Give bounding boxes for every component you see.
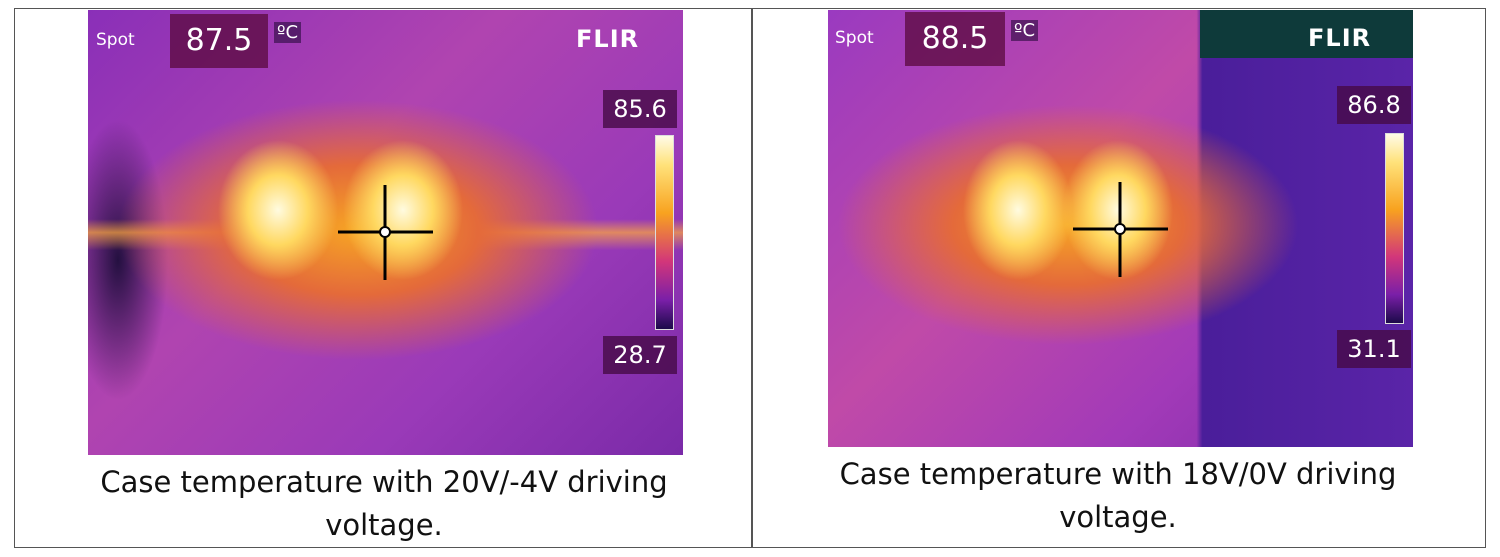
caption: Case temperature with 18V/0V driving vol… [839,457,1397,534]
color-bar [655,135,674,330]
color-bar [1385,133,1404,324]
unit: ºC [1011,20,1039,41]
brand: FLIR [1308,24,1372,52]
scale-min: 31.1 [1337,330,1411,368]
unit: ºC [274,22,302,43]
caption: Case temperature with 20V/-4V driving vo… [100,465,668,542]
scale-max: 85.6 [603,90,677,128]
spot-label: Spot [835,28,874,48]
scale-max: 86.8 [1337,86,1411,124]
thermal-image: Spot 87.5 ºC FLIR 85.6 28.7 [88,10,683,455]
table-border [14,8,1486,548]
crosshair [1073,182,1168,277]
spot-value: 88.5 [905,12,1005,66]
thermal-image: Spot 88.5 ºC FLIR 86.8 31.1 [828,10,1413,447]
spot-value: 87.5 [170,14,268,68]
scale-min: 28.7 [603,336,677,374]
brand: FLIR [576,25,640,53]
spot-label: Spot [96,30,135,50]
column-divider [751,8,753,548]
crosshair [338,185,433,280]
